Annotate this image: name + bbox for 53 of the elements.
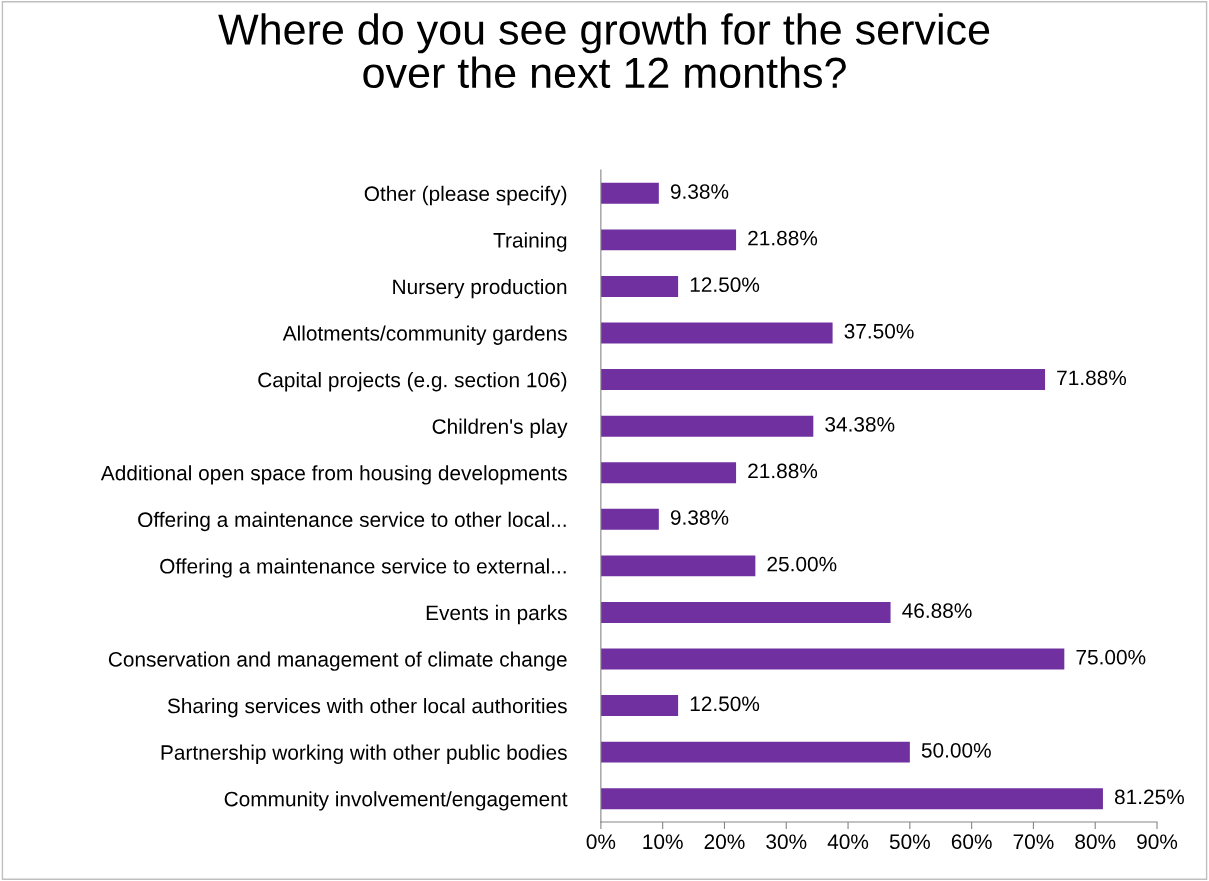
data-label: 9.38% xyxy=(670,184,729,199)
bar xyxy=(600,462,737,484)
bar xyxy=(600,369,1046,391)
x-tick-label: 80% xyxy=(1075,834,1116,850)
data-label: 12.50% xyxy=(690,696,760,712)
y-tick-label: Nursery production xyxy=(393,278,567,299)
bar xyxy=(600,229,737,251)
y-tick-label: Community involvement/engagement xyxy=(224,791,568,811)
y-tick-label: Offering a maintenance service to other local... xyxy=(138,511,566,532)
data-label: 46.88% xyxy=(902,603,972,619)
bar xyxy=(600,415,814,437)
bar xyxy=(600,695,679,717)
data-label: 37.50% xyxy=(844,323,914,339)
x-tick-label: 60% xyxy=(951,834,992,850)
data-label: 81.25% xyxy=(1114,789,1184,805)
y-tick-label: Children's play xyxy=(432,418,568,439)
data-label: 71.88% xyxy=(1057,370,1127,386)
y-tick-label: Capital projects (e.g. section 106) xyxy=(258,372,567,392)
chart-title: Where do you see growth for the service over the next 12 months? xyxy=(218,13,990,89)
y-tick-label: Additional open space from housing developments xyxy=(100,465,567,485)
bar xyxy=(600,648,1065,670)
x-tick-label: 70% xyxy=(1013,834,1054,850)
data-label: 21.88% xyxy=(748,463,818,479)
y-tick-label: Sharing services with other local authorities xyxy=(167,698,567,718)
x-tick-label: 50% xyxy=(889,834,930,850)
y-tick-label: Events in parks xyxy=(426,604,567,625)
x-tick-label: 0% xyxy=(586,834,616,850)
bar xyxy=(600,555,756,577)
bar xyxy=(600,508,659,530)
bar xyxy=(600,322,833,344)
data-label: 21.88% xyxy=(748,230,818,246)
y-tick-label: Conservation and management of climate change xyxy=(108,651,567,671)
data-label: 9.38% xyxy=(670,510,729,525)
x-tick-label: 40% xyxy=(827,834,869,850)
data-label: 50.00% xyxy=(921,742,991,758)
y-tick-label: Other (please specify) xyxy=(364,185,567,206)
bar xyxy=(600,788,1103,810)
bar xyxy=(600,741,910,763)
data-label: 34.38% xyxy=(825,416,895,432)
x-tick-label: 10% xyxy=(643,834,683,850)
y-tick-label: Partnership working with other public bodies xyxy=(161,744,567,764)
data-label: 25.00% xyxy=(767,556,837,572)
bar xyxy=(600,275,679,297)
data-label: 75.00% xyxy=(1076,649,1146,665)
x-tick-label: 20% xyxy=(704,834,745,850)
x-tick-label: 90% xyxy=(1137,834,1178,850)
bar xyxy=(600,182,659,204)
y-tick-label: Training xyxy=(493,232,567,252)
bar xyxy=(600,601,891,623)
y-tick-label: Allotments/community gardens xyxy=(282,325,567,345)
x-tick-label: 30% xyxy=(766,834,807,850)
data-label: 12.50% xyxy=(690,277,760,293)
y-tick-label: Offering a maintenance service to external... xyxy=(160,558,566,578)
